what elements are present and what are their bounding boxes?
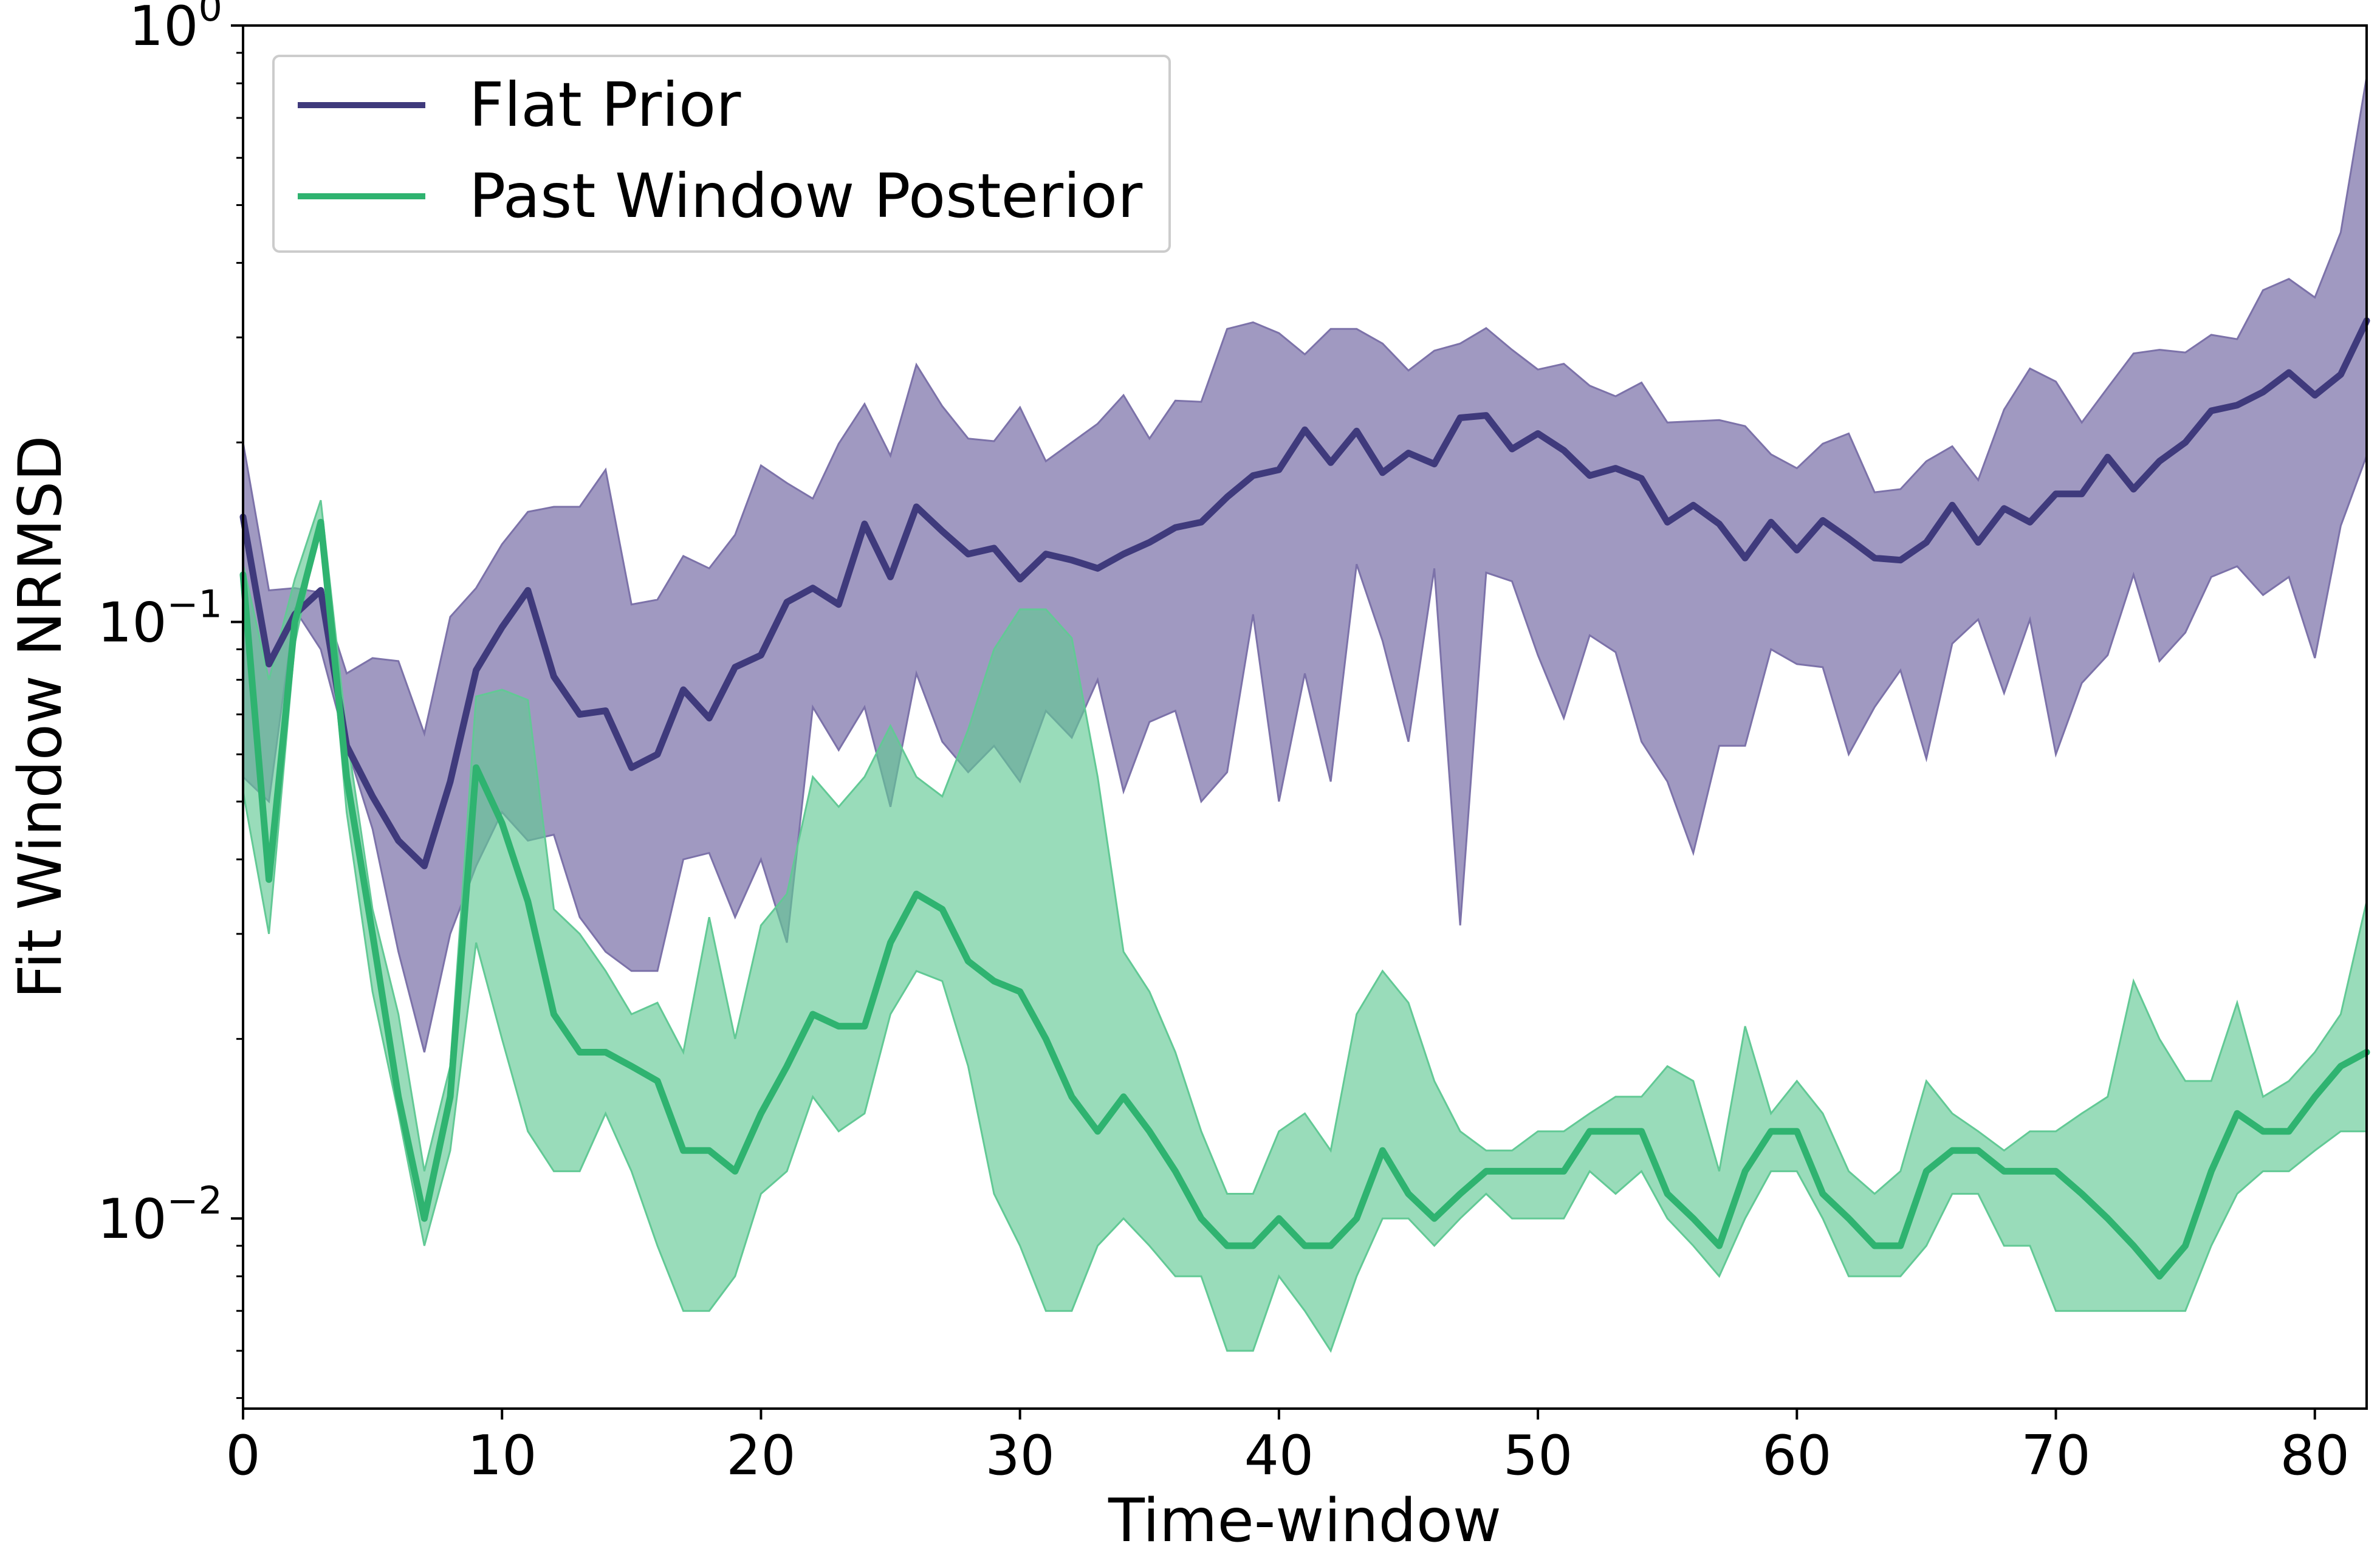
x-tick-label: 10: [467, 1424, 537, 1488]
x-axis-ticks: 0 10 20 30 40 50 60 70 80: [225, 1409, 2350, 1488]
legend-label-flat-prior: Flat Prior: [469, 69, 741, 140]
y-tick-label: 10−2: [97, 1178, 222, 1251]
x-tick-label: 30: [985, 1424, 1055, 1488]
y-axis-ticks: 10−2 10−1 100: [97, 0, 243, 1399]
x-axis-label: Time-window: [1108, 1486, 1501, 1556]
line-past-window-posterior: [239, 518, 2370, 1280]
legend-label-past-window-posterior: Past Window Posterior: [469, 160, 1143, 232]
y-tick-label: 10−1: [97, 582, 222, 655]
series-lines: [239, 317, 2370, 1280]
x-tick-label: 50: [1503, 1424, 1573, 1488]
x-tick-label: 70: [2021, 1424, 2091, 1488]
legend-box: [272, 55, 1171, 253]
confidence-bands: [242, 77, 2368, 1353]
line-flat-prior: [239, 317, 2370, 870]
x-tick-label: 40: [1244, 1424, 1314, 1488]
y-tick-label: 100: [129, 0, 222, 58]
x-tick-label: 60: [1762, 1424, 1832, 1488]
legend: Flat Prior Past Window Posterior: [272, 55, 1171, 253]
plot-frame: [242, 24, 2368, 1410]
x-tick-label: 80: [2280, 1424, 2350, 1488]
y-axis-label: Fit Window NRMSD: [6, 435, 75, 998]
x-tick-label: 0: [225, 1424, 260, 1488]
x-tick-label: 20: [726, 1424, 796, 1488]
